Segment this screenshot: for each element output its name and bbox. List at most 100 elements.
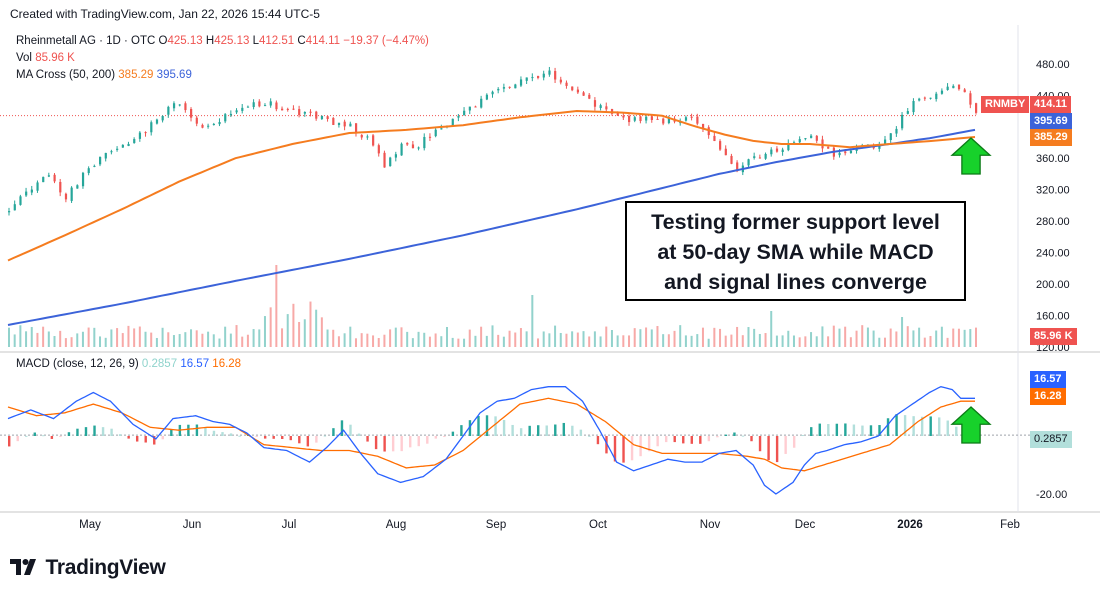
macd-histogram-bar: [656, 436, 659, 447]
volume-bar: [218, 338, 221, 347]
volume-bar: [480, 326, 483, 347]
volume-bar: [616, 335, 619, 347]
candle-body: [747, 159, 750, 166]
candle-body: [64, 193, 68, 200]
candle-body: [605, 106, 608, 110]
ma200-value: 395.69: [156, 69, 192, 81]
price-tick-label: 320.00: [1036, 185, 1070, 197]
price-tag: 414.11: [1030, 96, 1072, 113]
legend-o: 425.13: [167, 35, 203, 47]
macd-histogram-bar: [690, 436, 693, 444]
candle-body: [303, 112, 306, 114]
macd-histogram-bar: [571, 425, 574, 436]
volume-bar: [81, 331, 84, 347]
volume-bar: [753, 328, 756, 347]
volume-bar: [337, 336, 340, 347]
macd-histogram-bar: [767, 436, 770, 461]
volume-bar: [576, 332, 579, 347]
volume-bar: [792, 335, 795, 347]
candle-body: [161, 116, 164, 121]
macd-histogram-bar: [938, 417, 941, 436]
volume-bar: [770, 311, 773, 347]
macd-histogram-bar: [502, 419, 506, 436]
candle-body: [286, 108, 289, 110]
candle-body: [184, 103, 187, 111]
volume-bar: [497, 334, 500, 347]
candle-body: [719, 141, 722, 150]
candle-body: [320, 115, 324, 120]
macd-histogram-bar: [67, 432, 71, 436]
volume-bar: [292, 303, 295, 347]
candle-body: [650, 116, 653, 120]
macd-histogram-bar: [212, 430, 216, 436]
volume-bar: [701, 327, 704, 347]
volume-bar: [99, 336, 102, 347]
candle-body: [258, 101, 261, 107]
volume-bar: [127, 325, 130, 347]
candle-body: [326, 116, 329, 120]
legend-h-label: H: [205, 35, 215, 47]
candle-body: [844, 151, 847, 154]
candle-body: [457, 116, 460, 118]
candle-body: [758, 157, 762, 159]
candle-body: [622, 115, 625, 118]
volume-bar: [252, 329, 255, 347]
volume-bar: [730, 334, 733, 347]
macd-histogram-bar: [238, 435, 241, 437]
candle-body: [138, 132, 142, 139]
volume-bar: [184, 332, 187, 347]
volume-bar: [582, 331, 585, 347]
candle-body: [201, 124, 204, 128]
candle-body: [354, 123, 358, 134]
volume-bar: [468, 329, 471, 347]
candle-body: [616, 113, 619, 116]
month-tick-label: Jun: [183, 519, 202, 531]
macd-histogram-bar: [673, 436, 676, 443]
legend-l-label: L: [252, 35, 259, 47]
macd-histogram-bar: [161, 436, 164, 440]
volume-bar: [87, 327, 90, 347]
macd-histogram-bar: [861, 425, 864, 436]
volume-bar: [303, 319, 306, 347]
volume-bar: [212, 334, 215, 347]
volume-bar: [349, 326, 352, 347]
price-tick-label: 120.00: [1036, 342, 1070, 354]
macd-histogram-bar: [741, 435, 745, 437]
macd-histogram-bar: [229, 433, 233, 436]
volume-bar: [144, 331, 147, 347]
volume-bar: [741, 335, 744, 347]
candle-body: [667, 117, 671, 124]
volume-bar: [764, 333, 767, 347]
created-header: Created with TradingView.com, Jan 22, 20…: [10, 7, 320, 21]
macd-histogram-bar: [835, 423, 839, 436]
volume-bar: [844, 326, 847, 347]
volume-bar: [912, 330, 915, 347]
volume-bar: [13, 334, 16, 347]
volume-bar: [138, 326, 141, 347]
volume-bar: [673, 330, 676, 347]
macd-histogram-bar: [144, 436, 147, 443]
volume-bar: [861, 325, 864, 347]
volume-bar: [975, 327, 977, 347]
macd-histogram-bar: [289, 436, 292, 441]
month-tick-label: Nov: [700, 519, 721, 531]
macd-histogram-bar: [50, 436, 54, 439]
candle-body: [172, 103, 176, 109]
annotation-line-1: Testing former support level: [651, 210, 940, 234]
volume-bar: [116, 328, 119, 347]
candle-body: [701, 123, 705, 129]
candle-body: [167, 106, 170, 115]
ma50-line: [7, 109, 976, 262]
month-tick-label: 2026: [897, 519, 923, 531]
candle-body: [332, 118, 335, 125]
candle-body: [133, 139, 136, 144]
volume-bar: [855, 330, 858, 347]
ma-label: MA Cross (50, 200): [16, 69, 116, 81]
macd-histogram-bar: [443, 436, 446, 437]
candle-body: [838, 152, 841, 156]
volume-bar: [42, 326, 45, 347]
macd-histogram-bar: [912, 416, 915, 436]
macd-histogram-bar: [135, 436, 139, 442]
ma200-tag: 395.69: [1030, 113, 1072, 130]
volume-bar: [804, 336, 807, 347]
